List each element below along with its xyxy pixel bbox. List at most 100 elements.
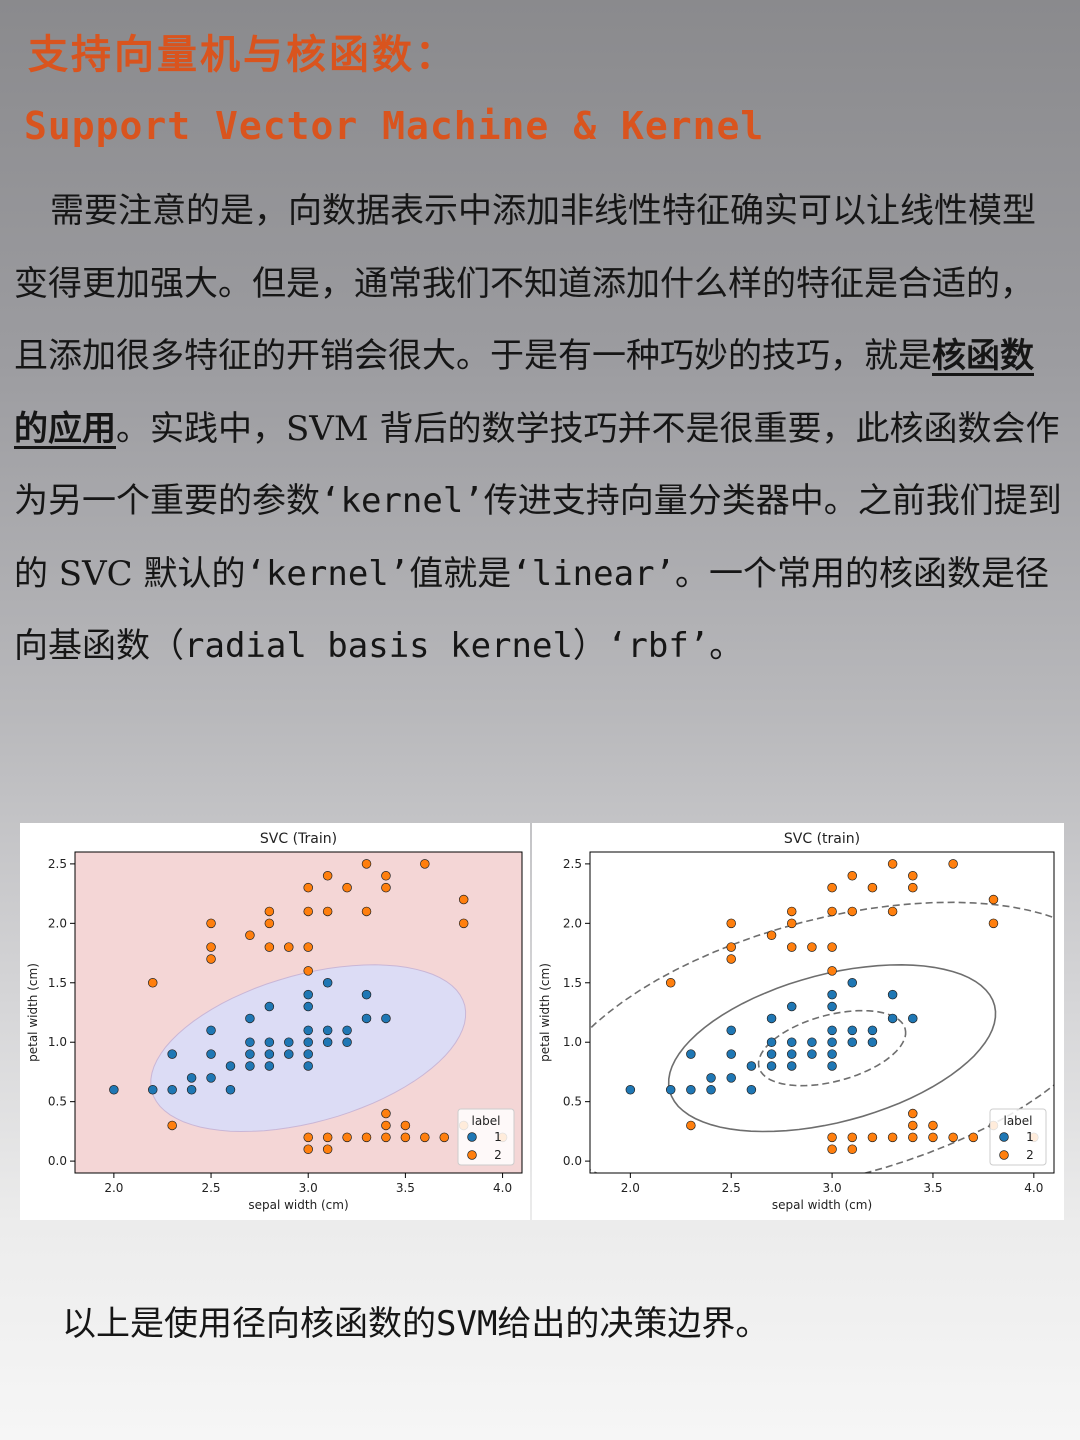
point-class-1 [361,989,372,1000]
y-tick-label: 2.5 [563,857,582,871]
legend-title: label [1003,1114,1032,1128]
y-tick-label: 2.0 [563,916,582,930]
point-class-1 [264,1061,275,1071]
x-tick-label: 3.5 [923,1181,942,1195]
point-class-2 [420,859,430,869]
point-class-1 [245,1037,255,1047]
point-class-2 [908,882,918,893]
point-class-2 [827,966,837,976]
point-class-2 [786,942,797,952]
point-class-1 [167,1049,177,1059]
point-class-1 [908,1013,918,1024]
point-class-2 [988,894,999,905]
svc-contour-figure: 2.0 2.5 3.0 3.5 4.0 0.0 0.5 1.0 1.5 2.0 2.5 SVC (tr… [532,823,1064,1220]
point-class-1 [766,1061,777,1071]
point-class-1 [206,1073,216,1083]
x-tick-label: 4.0 [493,1181,512,1195]
y-tick-label: 2.0 [48,916,67,930]
point-class-1 [264,1037,275,1047]
point-class-1 [225,1061,236,1071]
point-class-1 [827,1037,837,1047]
point-class-2 [381,1108,391,1119]
point-class-2 [827,1132,837,1143]
point-class-2 [827,1144,837,1154]
point-class-2 [726,918,736,929]
point-class-1 [766,1049,777,1059]
point-class-1 [807,1037,817,1047]
point-class-1 [322,1037,333,1047]
para-part-3: 传进支持向量分类器中。之前我们提到的 SVC 默认的 [14,481,1062,594]
point-class-1 [847,1037,858,1047]
legend-label-1: 1 [1026,1130,1034,1144]
y-tick-label: 0.5 [563,1095,582,1109]
point-class-2 [847,871,858,881]
point-class-1 [847,1025,858,1036]
y-tick-label: 0.0 [563,1154,582,1168]
caption-part-2: 给出的决策边界。 [497,1304,770,1344]
point-class-2 [686,1120,696,1131]
para-part-6: 。 [709,626,744,666]
point-class-2 [827,882,837,893]
y-tick-label: 1.5 [563,976,582,990]
y-tick-label: 1.0 [563,1035,582,1049]
point-class-2 [867,882,878,893]
y-tick-label: 1.0 [48,1035,67,1049]
y-tick-label: 1.5 [48,976,67,990]
point-class-2 [400,1132,411,1143]
point-class-2 [303,906,313,917]
kernel-keyword-2: ‘kernel’ [245,553,410,594]
linear-keyword: ‘linear’ [511,553,676,594]
point-class-1 [303,1049,313,1059]
para-part-1: 需要注意的是，向数据表示中添加非线性特征确实可以让线性模型变得更加强大。但是，通… [14,191,1036,376]
point-class-2 [827,942,837,952]
x-tick-label: 2.0 [104,1181,123,1195]
svc-contour-plot: 2.0 2.5 3.0 3.5 4.0 0.0 0.5 1.0 1.5 2.0 2.5 SVC (tr… [538,831,1055,1212]
point-class-2 [726,954,736,964]
point-class-2 [726,942,736,952]
point-class-2 [322,871,333,881]
point-class-2 [847,906,858,917]
point-class-2 [147,978,158,988]
point-class-2 [948,1132,958,1143]
point-class-1 [887,989,898,1000]
point-class-2 [303,942,313,952]
point-class-1 [342,1025,352,1036]
x-axis-label: sepal width (cm) [772,1198,872,1212]
margin-contour-outer [590,901,1054,1173]
point-class-1 [303,1001,313,1012]
point-class-2 [322,906,333,917]
margin-contour-inner [757,1009,907,1087]
point-class-1 [847,978,858,988]
point-class-1 [786,1037,797,1047]
point-class-2 [303,966,313,976]
point-class-1 [322,1025,333,1036]
svc-region-plot: 2.0 2.5 3.0 3.5 4.0 0.0 0.5 1.0 1.5 2.0 2.5 SVC (Tr… [26,831,523,1212]
y-axis-label: petal width (cm) [538,963,552,1062]
point-class-2 [361,906,372,917]
para-part-5: 。一个常用的核函数是径向基函数 [14,553,1050,667]
point-class-2 [303,1132,313,1143]
point-class-1 [827,989,837,1000]
point-class-1 [361,1013,372,1024]
point-class-2 [264,906,275,917]
legend-marker-1 [999,1132,1009,1142]
point-class-1 [786,1001,797,1012]
point-class-1 [245,1061,255,1071]
point-class-1 [786,1049,797,1059]
point-class-1 [686,1049,696,1059]
point-class-1 [284,1049,294,1059]
point-class-2 [322,1144,333,1154]
point-class-2 [928,1120,938,1131]
point-class-1 [186,1073,197,1083]
legend-marker-2 [467,1150,477,1160]
point-class-1 [726,1073,736,1083]
x-tick-label: 3.0 [823,1181,842,1195]
point-class-1 [245,1049,255,1059]
point-class-1 [303,1061,313,1071]
point-class-2 [361,859,372,869]
point-class-1 [827,1049,837,1059]
point-class-1 [766,1013,777,1024]
point-class-2 [439,1132,450,1143]
point-class-2 [206,954,216,964]
point-class-1 [827,1061,837,1071]
